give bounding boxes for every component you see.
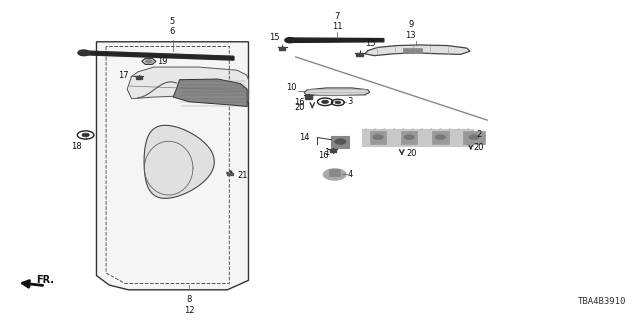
Bar — [362, 129, 473, 146]
Circle shape — [285, 38, 295, 43]
Text: 5
6: 5 6 — [169, 17, 175, 36]
Bar — [136, 76, 142, 79]
Text: 21: 21 — [237, 171, 248, 180]
Text: 20: 20 — [295, 103, 305, 112]
Text: 7
11: 7 11 — [332, 12, 342, 31]
Polygon shape — [288, 38, 384, 43]
Bar — [305, 95, 312, 99]
Text: TBA4B3910: TBA4B3910 — [578, 297, 627, 306]
Text: FR.: FR. — [36, 275, 54, 285]
Polygon shape — [365, 45, 470, 56]
Polygon shape — [83, 51, 234, 60]
Circle shape — [322, 100, 328, 103]
Circle shape — [373, 135, 383, 140]
Bar — [403, 48, 422, 52]
Circle shape — [335, 101, 340, 104]
Circle shape — [335, 139, 346, 144]
Text: 15: 15 — [365, 39, 375, 48]
Text: 9
13: 9 13 — [405, 20, 416, 40]
Text: 3: 3 — [347, 97, 352, 106]
Bar — [401, 131, 417, 143]
Text: 10: 10 — [287, 83, 297, 92]
Text: 18: 18 — [71, 142, 81, 151]
Text: 2: 2 — [476, 130, 482, 139]
Text: 16: 16 — [317, 151, 328, 160]
Bar — [356, 52, 363, 56]
Polygon shape — [304, 88, 370, 95]
Bar — [370, 131, 387, 143]
Bar — [227, 173, 233, 175]
Text: 17: 17 — [118, 71, 129, 80]
Bar — [432, 131, 449, 143]
Text: 15: 15 — [269, 33, 279, 43]
Circle shape — [468, 135, 479, 140]
Text: 4: 4 — [348, 170, 353, 179]
Polygon shape — [127, 67, 248, 102]
Text: 16: 16 — [294, 98, 305, 107]
Text: 8
12: 8 12 — [184, 295, 195, 315]
Text: 14: 14 — [300, 133, 310, 142]
Text: 1: 1 — [324, 148, 329, 157]
Polygon shape — [142, 58, 156, 64]
Circle shape — [145, 60, 152, 63]
Text: 20: 20 — [406, 149, 417, 158]
Circle shape — [404, 135, 414, 140]
Circle shape — [323, 169, 346, 180]
Bar — [332, 136, 349, 148]
Polygon shape — [144, 125, 214, 198]
Polygon shape — [173, 79, 247, 107]
Polygon shape — [97, 42, 248, 290]
Bar — [330, 149, 336, 152]
Circle shape — [435, 135, 445, 140]
Circle shape — [78, 50, 90, 56]
Text: 20: 20 — [473, 143, 484, 152]
Circle shape — [82, 133, 90, 137]
Bar — [329, 169, 340, 176]
Text: 19: 19 — [157, 57, 168, 66]
Bar — [463, 131, 484, 143]
Bar — [279, 47, 285, 50]
